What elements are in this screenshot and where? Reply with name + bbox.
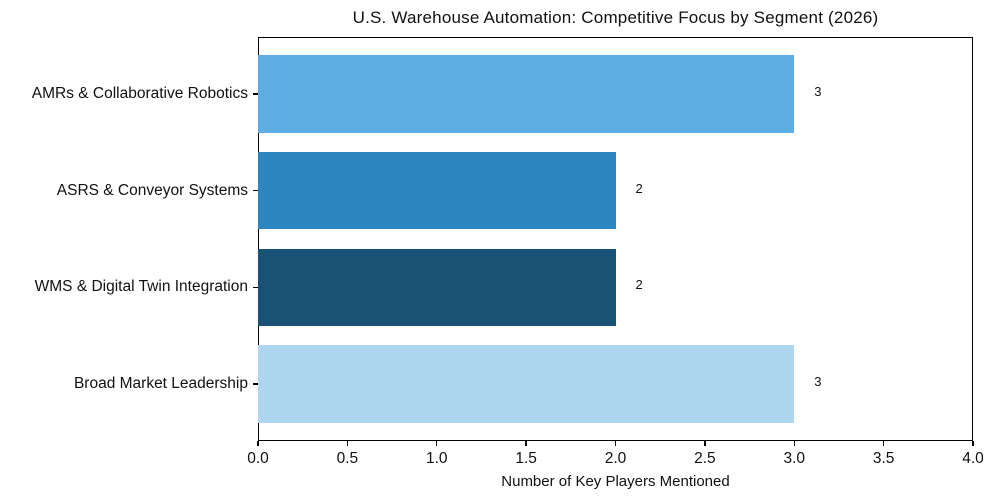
y-tick-mark xyxy=(253,286,258,288)
y-tick-mark xyxy=(253,190,258,192)
x-tick-label: 1.0 xyxy=(425,450,448,467)
x-axis-title: Number of Key Players Mentioned xyxy=(501,473,730,490)
y-axis-category-label: WMS & Digital Twin Integration xyxy=(34,278,248,296)
x-tick-mark xyxy=(257,441,259,446)
bar-value-label: 2 xyxy=(635,180,643,196)
bar-value-label: 3 xyxy=(814,373,822,389)
bar-value-label: 2 xyxy=(635,277,643,293)
x-tick-label: 2.0 xyxy=(604,450,627,467)
x-tick-label: 3.0 xyxy=(783,450,806,467)
x-tick-mark xyxy=(882,441,885,446)
x-tick-mark xyxy=(972,441,974,446)
x-tick-label: 0.0 xyxy=(247,450,269,467)
x-tick-label: 4.0 xyxy=(962,450,984,467)
y-axis-category-label: ASRS & Conveyor Systems xyxy=(56,181,248,199)
x-tick-label: 1.5 xyxy=(515,450,537,467)
x-tick-mark xyxy=(793,441,795,446)
y-tick-mark xyxy=(253,383,258,385)
x-tick-mark xyxy=(436,441,438,446)
x-tick-mark xyxy=(525,441,527,446)
x-tick-label: 2.5 xyxy=(694,450,716,467)
bar xyxy=(258,152,616,230)
x-tick-mark xyxy=(614,441,617,446)
x-tick-mark xyxy=(704,441,706,446)
chart-title: U.S. Warehouse Automation: Competitive F… xyxy=(352,8,879,27)
y-tick-mark xyxy=(253,93,258,95)
bar xyxy=(258,55,795,133)
y-axis-category-label: AMRs & Collaborative Robotics xyxy=(31,85,248,103)
y-axis-category-label: Broad Market Leadership xyxy=(73,374,248,392)
x-tick-mark xyxy=(346,441,349,446)
bar xyxy=(258,248,616,326)
x-tick-label: 3.5 xyxy=(872,450,895,467)
x-tick-label: 0.5 xyxy=(336,450,359,467)
bar-value-label: 3 xyxy=(814,84,822,100)
bar xyxy=(258,345,795,423)
